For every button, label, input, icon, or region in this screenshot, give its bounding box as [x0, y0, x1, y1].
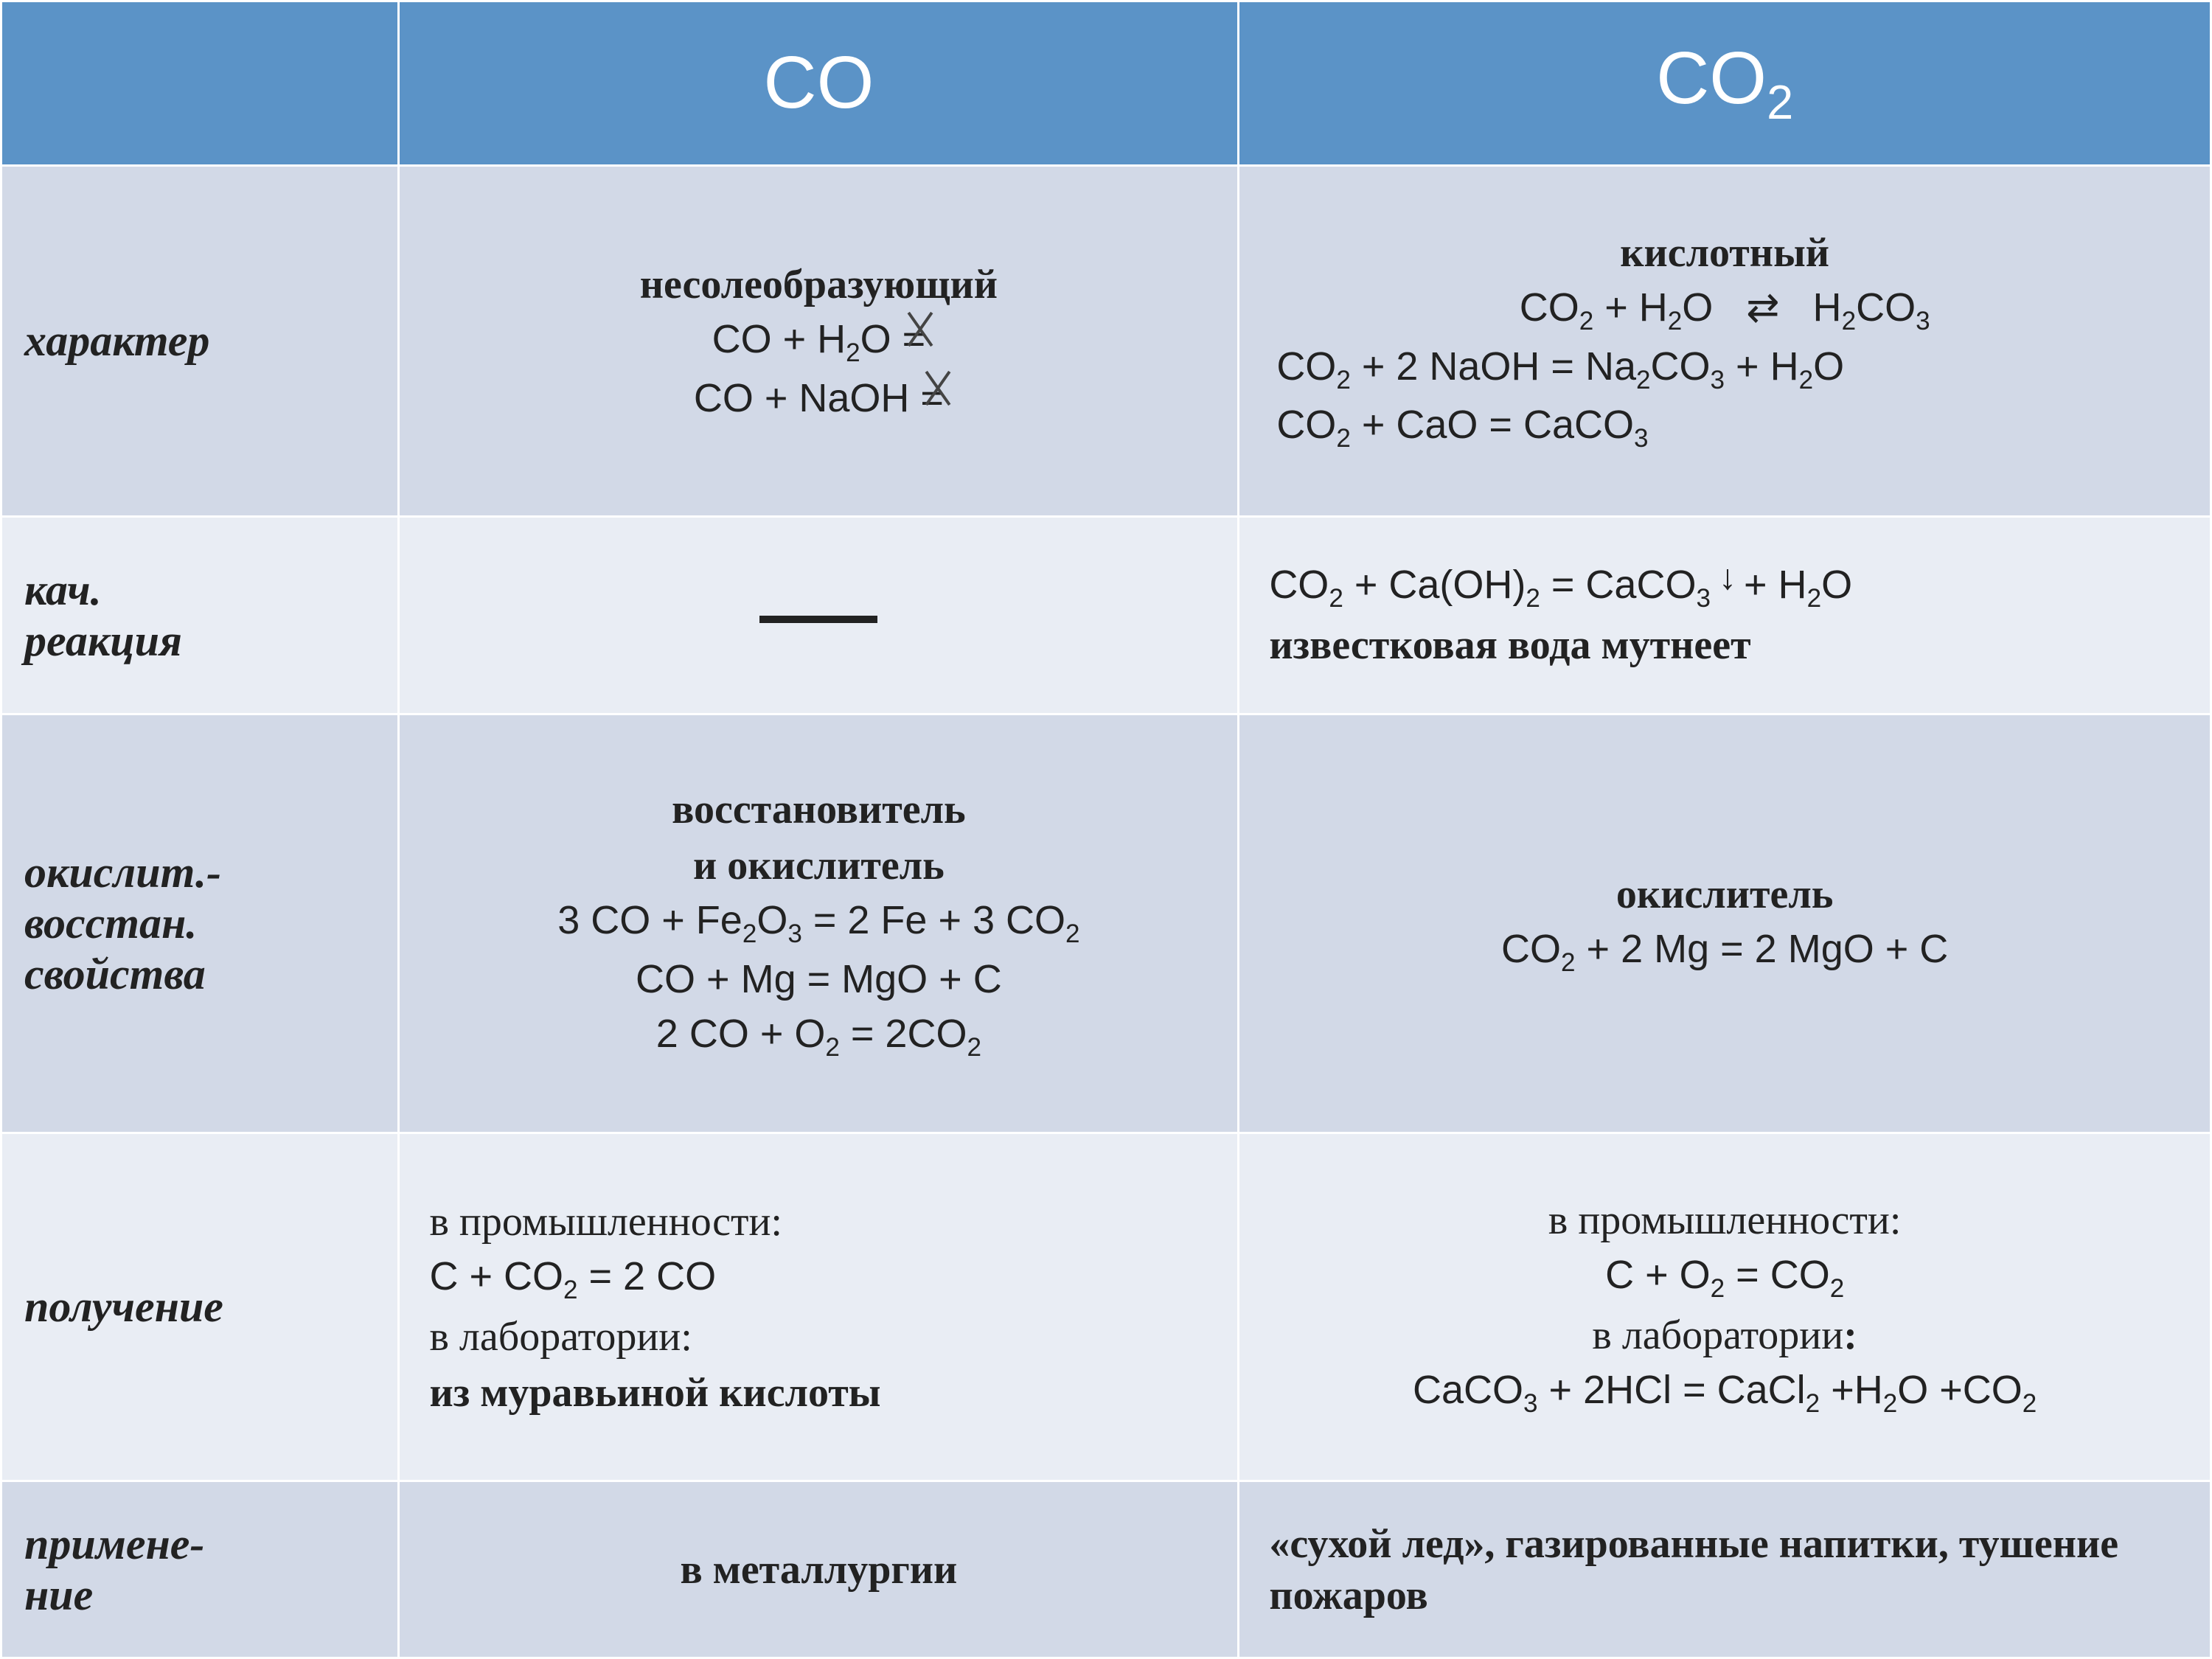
character-co-eq2: CO + NaOH = — [422, 374, 1215, 424]
character-co2-eq2: CO2 + 2 NaOH = Na2CO3 + H2O — [1262, 342, 2188, 397]
row-character: характер несолеобразующий CO + H2O = CO … — [1, 165, 2211, 517]
redox-co-eq2: CO + Mg = MgO + C — [422, 955, 1215, 1005]
redox-co-eq3: 2 CO + O2 = 2CO2 — [422, 1009, 1215, 1064]
character-co2-eq3: CO2 + CaO = CaCO3 — [1262, 400, 2188, 455]
obtain-co2-t1: в промышленности: — [1262, 1194, 2188, 1246]
character-co-title: несолеобразующий — [422, 259, 1215, 310]
obtain-co-eq1: C + CO2 = 2 CO — [429, 1252, 1215, 1307]
cross-icon — [917, 368, 957, 408]
down-arrow-icon — [1722, 560, 1744, 611]
obtain-co2-eq1: C + O2 = CO2 — [1262, 1251, 2188, 1305]
label-character: характер — [1, 165, 399, 517]
cross-icon — [898, 309, 939, 349]
cell-use-co: в металлургии — [399, 1481, 1239, 1658]
label-obtain: получение — [1, 1133, 399, 1481]
redox-co2-title: окислитель — [1262, 869, 2188, 920]
cell-character-co2: кислотный CO2 + H2O ⇄ H2CO3 CO2 + 2 NaOH… — [1239, 165, 2211, 517]
row-use: примене-ние в металлургии «сухой лед», г… — [1, 1481, 2211, 1658]
obtain-co2-t2: в лаборатории: — [1262, 1310, 2188, 1361]
obtain-co-note: из муравьиной кислоты — [429, 1367, 1215, 1419]
cell-use-co2: «сухой лед», газированные напитки, тушен… — [1239, 1481, 2211, 1658]
cell-redox-co: восстановитель и окислитель 3 CO + Fe2O3… — [399, 714, 1239, 1133]
cell-obtain-co2: в промышленности: C + O2 = CO2 в лаборат… — [1239, 1133, 2211, 1481]
redox-co-title2: и окислитель — [422, 840, 1215, 891]
obtain-co2-eq2: CaCO3 + 2HCl = CaCl2 +H2O +CO2 — [1262, 1366, 2188, 1420]
row-redox: окислит.-восстан.свойства восстановитель… — [1, 714, 2211, 1133]
redox-co-eq1: 3 CO + Fe2O3 = 2 Fe + 3 CO2 — [422, 896, 1215, 950]
cell-qual-co — [399, 517, 1239, 714]
qual-co2-note: известковая вода мутнеет — [1269, 619, 2188, 671]
reversible-arrow-icon: ⇄ — [1746, 283, 1779, 333]
redox-co2-eq1: CO2 + 2 Mg = 2 MgO + C — [1262, 925, 2188, 979]
dash-icon — [759, 616, 877, 623]
header-blank — [1, 1, 399, 166]
header-co-text: CO — [763, 41, 874, 124]
row-qual: кач.реакция CO2 + Ca(OH)2 = CaCO3 + H2O … — [1, 517, 2211, 714]
label-qual: кач.реакция — [1, 517, 399, 714]
cell-character-co: несолеобразующий CO + H2O = CO + NaOH = — [399, 165, 1239, 517]
header-co2: CO2 — [1239, 1, 2211, 166]
obtain-co-t2: в лаборатории: — [429, 1311, 1215, 1363]
header-co: CO — [399, 1, 1239, 166]
label-use: примене-ние — [1, 1481, 399, 1658]
cell-redox-co2: окислитель CO2 + 2 Mg = 2 MgO + C — [1239, 714, 2211, 1133]
label-redox: окислит.-восстан.свойства — [1, 714, 399, 1133]
character-co2-title: кислотный — [1262, 227, 2188, 279]
character-co2-eq1: CO2 + H2O ⇄ H2CO3 — [1262, 283, 2188, 338]
cell-qual-co2: CO2 + Ca(OH)2 = CaCO3 + H2O известковая … — [1239, 517, 2211, 714]
obtain-co-t1: в промышленности: — [429, 1196, 1215, 1248]
header-row: CO CO2 — [1, 1, 2211, 166]
row-obtain: получение в промышленности: C + CO2 = 2 … — [1, 1133, 2211, 1481]
character-co-eq1: CO + H2O = — [422, 315, 1215, 369]
qual-co2-eq: CO2 + Ca(OH)2 = CaCO3 + H2O — [1269, 560, 2188, 615]
cell-obtain-co: в промышленности: C + CO2 = 2 CO в лабор… — [399, 1133, 1239, 1481]
comparison-table: CO CO2 характер несолеобразующий CO + H2… — [0, 0, 2212, 1659]
redox-co-title1: восстановитель — [422, 784, 1215, 835]
